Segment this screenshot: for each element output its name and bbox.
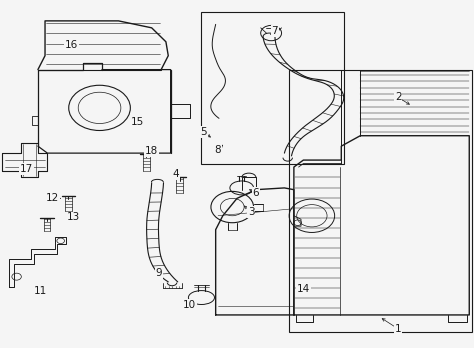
Bar: [289, 70, 472, 332]
Text: 10: 10: [183, 300, 196, 309]
Text: 2: 2: [395, 93, 401, 102]
Text: 1: 1: [395, 324, 401, 334]
Text: 17: 17: [19, 164, 33, 174]
Text: 16: 16: [64, 40, 78, 50]
Text: 6: 6: [253, 188, 259, 198]
Text: 7: 7: [272, 26, 278, 36]
Text: 18: 18: [145, 147, 158, 156]
Text: 4: 4: [172, 169, 179, 179]
Text: 15: 15: [131, 117, 144, 127]
Text: 11: 11: [34, 286, 47, 295]
Text: 5: 5: [201, 127, 207, 137]
Bar: [201, 12, 344, 164]
Text: 3: 3: [248, 207, 255, 217]
Text: 13: 13: [67, 213, 80, 222]
Text: 9: 9: [155, 268, 162, 278]
Text: 12: 12: [46, 193, 59, 203]
Text: 14: 14: [297, 284, 310, 294]
Text: 8: 8: [215, 145, 221, 155]
